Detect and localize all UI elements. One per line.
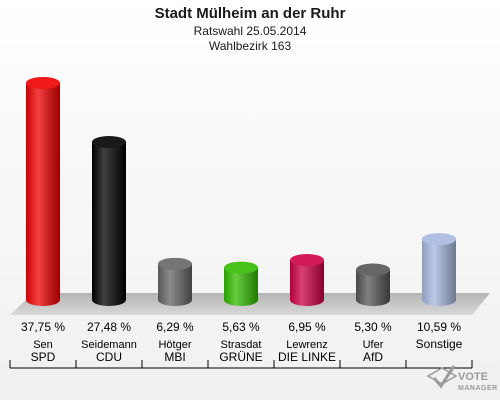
logo-text-manager: MANAGER [458,385,498,392]
bar-spd [26,76,60,306]
candidate-label: Hötger [158,339,191,351]
bar-body [158,263,192,306]
bar-cap [158,257,192,270]
bar-body [26,82,60,306]
chart-subtitle: Ratswahl 25.05.2014 [194,24,307,38]
candidate-label: Lewrenz [286,339,328,351]
bar-cap [92,135,126,148]
category-label: AfD [363,350,383,364]
chart-caption: Wahlbezirk 163 [209,39,292,53]
category-ticks [9,360,473,368]
candidate-label: Ufer [363,339,384,351]
bar-body [92,141,126,306]
category-label: Sonstige [416,337,463,351]
value-label: 5,63 % [222,320,260,334]
bar-cap [290,254,324,267]
value-label: 6,29 % [156,320,194,334]
category-label: MBI [164,350,185,364]
ballot-check-icon [426,365,458,389]
bar-cap [26,76,60,89]
bar-cap [356,263,390,276]
bar-gr-ne [224,261,258,306]
value-label: 37,75 % [21,320,65,334]
bar-body [290,260,324,306]
bar-body [224,267,258,306]
bar-mbi [158,257,192,306]
bar-cap [422,233,456,246]
value-label: 6,95 % [288,320,326,334]
logo-text-vote: VOTE [458,371,488,383]
vote-manager-logo: VOTE MANAGER [426,365,498,392]
value-label: 27,48 % [87,320,131,334]
candidate-label: Sen [33,339,53,351]
value-label: 5,30 % [354,320,392,334]
bar-sonstige [422,233,456,306]
bar-cdu [92,135,126,306]
bar-die-linke [290,254,324,306]
category-label: SPD [31,350,56,364]
category-label: GRÜNE [219,350,262,364]
chart-title: Stadt Mülheim an der Ruhr [155,5,346,22]
category-label: DIE LINKE [278,350,336,364]
candidate-label: Strasdat [221,339,262,351]
bar-cap [224,261,258,274]
category-label: CDU [96,350,122,364]
bar-body [356,269,390,306]
value-label: 10,59 % [417,320,461,334]
bars-group [26,76,456,306]
candidate-label: Seidemann [81,339,137,351]
bar-body [422,239,456,306]
bar-afd [356,263,390,306]
